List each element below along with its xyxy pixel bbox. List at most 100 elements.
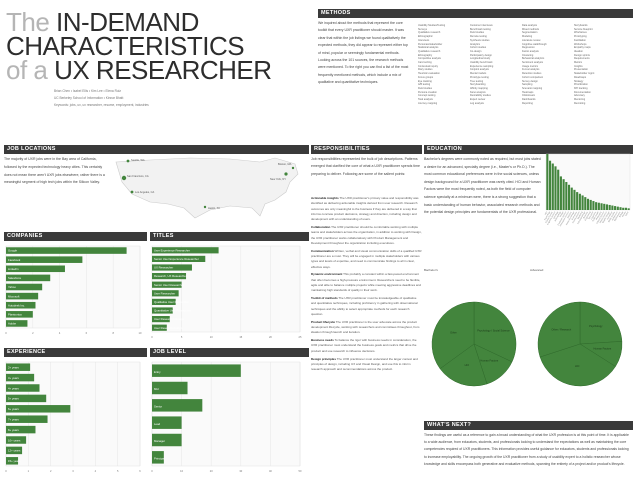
method-item: Retention studies — [522, 72, 542, 76]
tick-label: 2 — [50, 469, 52, 473]
edu-bar — [554, 166, 557, 210]
edu-bar-label: Human Factors — [545, 211, 554, 224]
edu-bar-label: Mathematics — [613, 211, 621, 222]
method-item: Experience sampling — [470, 64, 494, 68]
method-item: Heuristic evaluation — [418, 72, 440, 76]
method-item: Reporting — [522, 101, 533, 105]
bar — [152, 255, 206, 262]
bar — [6, 320, 28, 327]
method-item: Focus groups — [418, 75, 434, 79]
method-item: Sampling — [522, 83, 533, 87]
responsibility-item: Toolkit of methods The UXR practitioner … — [311, 296, 422, 317]
method-item: Statistical analysis — [418, 46, 439, 50]
method-item: Factor analysis — [522, 49, 539, 53]
bar — [6, 384, 40, 392]
edu-bar-label: Education — [587, 211, 594, 220]
edu-bar — [597, 202, 600, 210]
tick-label: 2 — [32, 331, 34, 335]
tick-label: 4 — [59, 331, 61, 335]
method-item: Task analysis — [418, 98, 433, 102]
bar-label: Principal — [154, 457, 165, 461]
tick-label: 25 — [299, 335, 302, 339]
tick-label: 0 — [151, 469, 153, 473]
responsibility-item: Collaboration The UXR practitioner shoul… — [311, 225, 422, 246]
method-item: Advocacy — [574, 94, 585, 98]
pie-label: Human Factors — [480, 358, 498, 362]
bar-label: 6+ years — [8, 407, 19, 411]
method-item: Kano analysis — [470, 90, 486, 94]
method-item: Mental models — [470, 72, 487, 76]
whats-next-header: WHAT'S NEXT? — [424, 421, 633, 430]
method-item: Contextual inquiry — [418, 64, 439, 68]
edu-bar-label: Economics — [572, 211, 578, 220]
method-item: Competitive analysis — [418, 57, 441, 61]
method-item: Usage metrics — [522, 64, 538, 68]
map-marker-la — [130, 190, 134, 194]
responsibility-item: Communication Written, verbal and visual… — [311, 249, 422, 270]
method-item: Synthesis studies — [470, 38, 490, 42]
edu-bar-label: Design — [560, 212, 565, 218]
method-item: Funnel analysis — [522, 68, 540, 72]
method-item: Mentoring — [574, 98, 586, 102]
method-item: Concept testing — [418, 94, 436, 98]
edu-bar — [576, 192, 579, 210]
pie2-title: Advanced — [530, 268, 544, 272]
edu-bar-label: Sociology — [553, 211, 559, 219]
map-marker-ny — [284, 172, 288, 176]
method-item: Field studies — [418, 86, 433, 90]
bar — [6, 363, 31, 371]
map-marker-austin — [203, 205, 207, 209]
edu-bar-label: Marketing — [577, 211, 584, 220]
edu-bar-label: Business — [583, 211, 589, 219]
method-item: Prioritization — [574, 83, 588, 87]
tick-label: 50 — [299, 469, 302, 473]
bar-label: User Research Analyst — [154, 326, 183, 330]
tick-label: 10 — [210, 335, 213, 339]
bar-label: User Experience Researcher — [154, 248, 190, 252]
bar-label: 8+ years — [8, 428, 19, 432]
edu-bar — [603, 203, 606, 210]
responsibility-text: The UXR practitioner should be comfortab… — [311, 224, 422, 245]
method-item: Co-design — [470, 49, 482, 53]
method-item: Surveys — [418, 27, 428, 31]
map-label-seattle: Seattle, WA — [131, 158, 145, 162]
method-item: Eye tracking — [418, 79, 432, 83]
edu-bar — [570, 187, 573, 210]
method-item: Cognitive walkthrough — [522, 42, 547, 46]
method-item: Segmentation — [522, 31, 538, 35]
edu-bar — [573, 189, 576, 210]
method-item: Storyboarding — [470, 83, 486, 87]
method-item: Insights — [574, 64, 583, 68]
bar — [152, 316, 170, 323]
method-item: Empathy maps — [574, 46, 591, 50]
method-item: Behavioral analytics — [522, 57, 545, 61]
method-item: Affinity mapping — [470, 86, 488, 90]
bar-label: Research, UX Researcher — [154, 274, 187, 278]
responsibilities-header: RESPONSIBILITIES — [311, 145, 422, 154]
edu-bar-label: Communication — [572, 211, 581, 224]
edu-bar-label: Biology — [619, 211, 624, 217]
pie-label: HCI — [465, 363, 470, 367]
bar — [152, 264, 192, 271]
map-label-boston: Boston, MA — [278, 162, 292, 166]
tick-label: 40 — [269, 469, 272, 473]
method-item: Survey design — [522, 79, 538, 83]
tick-label: 10 — [180, 469, 183, 473]
bar-label: Adobe — [8, 322, 17, 326]
responsibility-item: Design principles The UXR practitioner m… — [311, 357, 422, 373]
responsibilities-list: Actionable insights The UXR practitioner… — [311, 196, 422, 375]
bar-label: 10+ years — [8, 438, 21, 442]
pie-slice — [473, 301, 517, 363]
bar-label: Manager — [154, 439, 165, 443]
bar — [152, 433, 182, 447]
responsibility-title: Actionable insights — [311, 196, 339, 200]
pie-chart-advanced: Psychology Human Factors HCI Other / Resear… — [537, 301, 623, 387]
titles-chart: 0 5 10 15 20 25 User Experience Researcher Seni… — [151, 245, 302, 339]
pie1-title: Bachelor's — [424, 268, 438, 272]
method-item: Wireframes — [574, 31, 587, 35]
tick-label: 30 — [239, 469, 242, 473]
responsibility-title: Business needs — [311, 338, 334, 343]
tick-label: 20 — [210, 469, 213, 473]
bar — [152, 307, 173, 314]
method-item: Cohort studies — [470, 46, 487, 50]
